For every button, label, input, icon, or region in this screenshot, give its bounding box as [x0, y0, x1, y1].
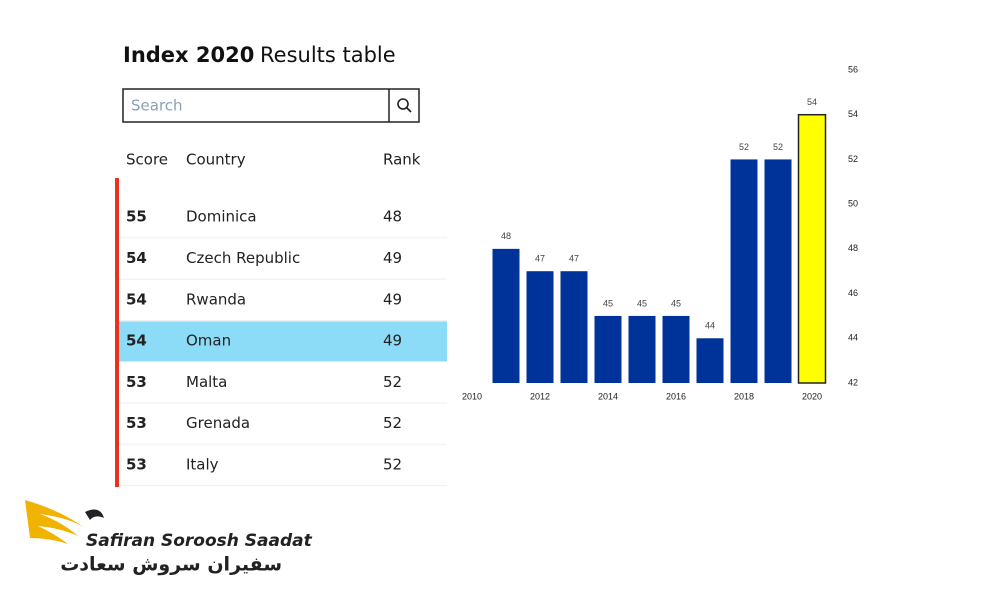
value-label: 52	[739, 142, 749, 152]
score-cell: 54	[126, 290, 147, 308]
rank-cell: 49	[383, 332, 402, 350]
rank-cell: 49	[383, 249, 402, 267]
bar	[730, 159, 758, 383]
country-cell: Grenada	[186, 414, 250, 432]
value-label: 48	[501, 231, 511, 241]
logo-head	[85, 509, 104, 520]
search-button[interactable]	[397, 98, 412, 113]
country-cell: Malta	[186, 373, 227, 391]
bar	[560, 271, 588, 383]
y-tick-label: 48	[848, 243, 858, 253]
logo-name: Safiran Soroosh Saadat	[86, 531, 313, 551]
value-label: 52	[773, 142, 783, 152]
bar	[628, 315, 656, 383]
row-highlight	[119, 321, 447, 362]
title: Index 2020	[123, 43, 254, 67]
logo-name-fa: سفیران سروش سعادت	[60, 554, 282, 576]
bar	[797, 113, 827, 384]
x-tick-label: 2014	[598, 391, 618, 401]
table-body: 55 Dominica 48 54 Czech Republic 49 54 Rwanda 49…	[119, 208, 447, 487]
country-cell: Rwanda	[186, 290, 246, 308]
value-label: 45	[603, 298, 613, 308]
table-accent-bar	[115, 178, 119, 487]
value-label: 54	[807, 97, 817, 107]
logo-wing	[25, 500, 85, 544]
y-tick-label: 44	[848, 333, 858, 343]
score-cell: 53	[126, 373, 147, 391]
x-tick-label: 2012	[530, 391, 550, 401]
rank-cell: 49	[383, 290, 402, 308]
search-icon	[397, 98, 409, 110]
value-label: 45	[671, 298, 681, 308]
search-icon-handle	[406, 107, 412, 113]
value-label: 47	[535, 254, 545, 264]
column-header: Score	[126, 151, 168, 169]
score-cell: 53	[126, 414, 147, 432]
rank-cell: 52	[383, 414, 402, 432]
x-tick-label: 2016	[666, 391, 686, 401]
rank-cell: 52	[383, 455, 402, 473]
bar	[662, 315, 690, 383]
column-header: Rank	[383, 151, 421, 169]
score-cell: 54	[126, 332, 147, 350]
search-box[interactable]: Search	[122, 88, 420, 123]
y-tick-label: 52	[848, 154, 858, 164]
bar	[696, 338, 724, 383]
y-tick-label: 54	[848, 109, 858, 119]
country-cell: Italy	[186, 455, 219, 473]
score-cell: 54	[126, 249, 147, 267]
score-cell: 53	[126, 455, 147, 473]
search-input[interactable]	[122, 88, 420, 123]
rank-cell: 48	[383, 208, 402, 226]
y-tick-label: 46	[848, 288, 858, 298]
bar	[764, 159, 792, 383]
x-tick-label: 2010	[462, 391, 482, 401]
value-label: 45	[637, 298, 647, 308]
x-tick-label: 2018	[734, 391, 754, 401]
y-tick-label: 42	[848, 377, 858, 387]
country-cell: Dominica	[186, 208, 257, 226]
bar	[526, 271, 554, 383]
score-cell: 55	[126, 208, 147, 226]
country-cell: Czech Republic	[186, 249, 300, 267]
value-label: 47	[569, 254, 579, 264]
bar	[492, 248, 520, 383]
column-header: Country	[186, 151, 246, 169]
country-cell: Oman	[186, 332, 231, 350]
subtitle: Results table	[260, 43, 396, 67]
search-placeholder: Search	[131, 97, 183, 115]
y-tick-label: 56	[848, 64, 858, 74]
y-tick-label: 50	[848, 199, 858, 209]
x-tick-label: 2020	[802, 391, 822, 401]
value-label: 44	[705, 321, 715, 331]
bar	[594, 315, 622, 383]
logo: Safiran Soroosh Saadat سفیران سروش سعادت	[25, 500, 313, 576]
rank-cell: 52	[383, 373, 402, 391]
chart: 42 44 46 48 50 52 54 56 2010 48 2012 47 47 2014 45 45 20…	[462, 64, 858, 401]
